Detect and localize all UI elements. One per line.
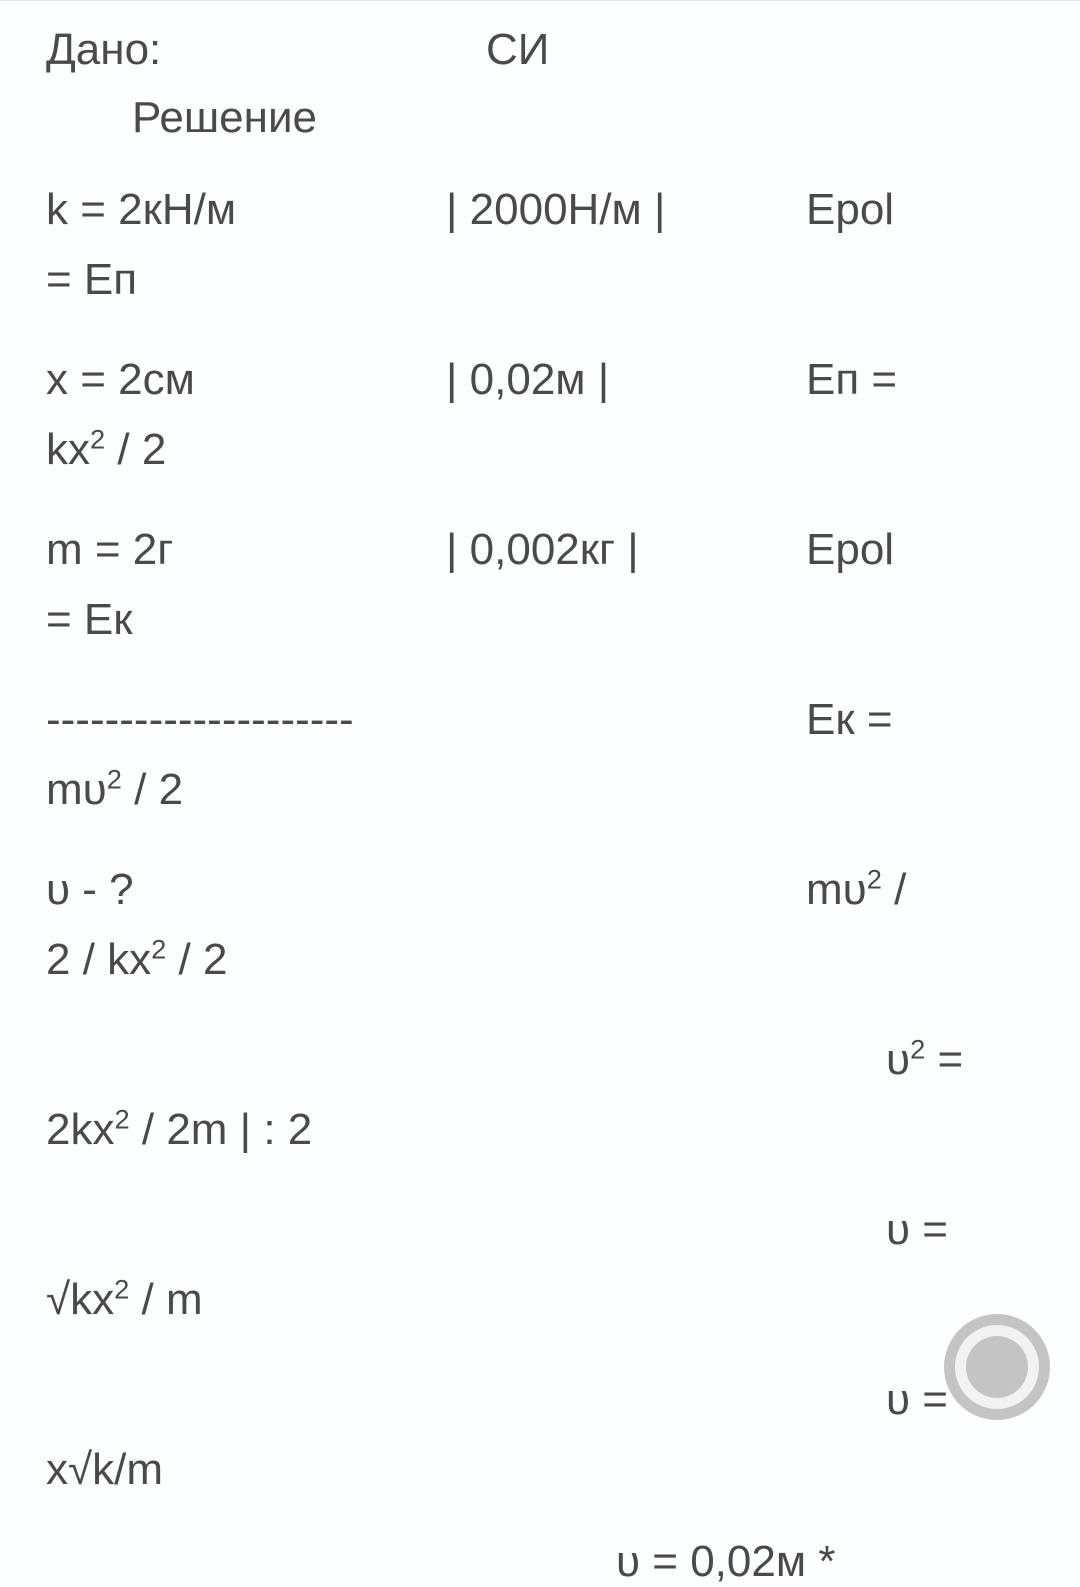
entry-row: υ =x√k/m: [46, 1367, 1034, 1503]
entry-row: m = 2г| 0,002кг |Epol= Ек: [46, 517, 1034, 653]
entry-row: --------------------- Ек =mυ2 / 2: [46, 687, 1034, 823]
given-value: [46, 1197, 446, 1263]
formula-continuation: mυ2 / 2: [46, 757, 1034, 823]
formula-start: υ =: [806, 1197, 1034, 1263]
si-value: [446, 1027, 806, 1093]
formula-start: Epol: [806, 517, 1034, 583]
si-value: [446, 687, 806, 753]
formula-continuation: 2 / kx2 / 2: [46, 927, 1034, 993]
formula-continuation: kx2 / 2: [46, 417, 1034, 483]
entry-row: x = 2см| 0,02м |Еп =kx2 / 2: [46, 347, 1034, 483]
given-value: [46, 1367, 446, 1433]
si-value: | 0,002кг |: [446, 517, 806, 583]
formula-continuation: = Ек: [46, 587, 1034, 653]
given-value: k = 2кН/м: [46, 177, 446, 243]
given-value: m = 2г: [46, 517, 446, 583]
capture-button[interactable]: [944, 1314, 1050, 1420]
header-row: Дано: СИ: [46, 25, 1034, 75]
document-content: Дано: СИ Решение k = 2кН/м| 2000Н/м |Epo…: [0, 1, 1080, 1587]
formula-start: mυ2 /: [806, 857, 1034, 923]
si-value: [446, 1367, 806, 1433]
si-value: [446, 1197, 806, 1263]
label-dano: Дано:: [46, 25, 486, 75]
formula-continuation: 2kx2 / 2m | : 2: [46, 1097, 1034, 1163]
final-calculation: υ = 0,02м *: [46, 1537, 1034, 1587]
formula-start: Еп =: [806, 347, 1034, 413]
formula-start: Ек =: [806, 687, 1034, 753]
si-value: | 2000Н/м |: [446, 177, 806, 243]
si-value: [446, 857, 806, 923]
formula-continuation: = Еп: [46, 247, 1034, 313]
given-value: x = 2см: [46, 347, 446, 413]
given-value: ---------------------: [46, 687, 446, 753]
entry-row: υ2 =2kx2 / 2m | : 2: [46, 1027, 1034, 1163]
entry-row: υ =√kx2 / m: [46, 1197, 1034, 1333]
formula-continuation: √kx2 / m: [46, 1267, 1034, 1333]
si-value: | 0,02м |: [446, 347, 806, 413]
formula-continuation: x√k/m: [46, 1437, 1034, 1503]
formula-start: υ2 =: [806, 1027, 1034, 1093]
label-si: СИ: [486, 25, 549, 75]
entry-row: k = 2кН/м| 2000Н/м |Epol= Еп: [46, 177, 1034, 313]
given-value: υ - ?: [46, 857, 446, 923]
formula-start: Epol: [806, 177, 1034, 243]
label-solution: Решение: [46, 93, 1034, 143]
entry-row: υ - ? mυ2 /2 / kx2 / 2: [46, 857, 1034, 993]
given-value: [46, 1027, 446, 1093]
